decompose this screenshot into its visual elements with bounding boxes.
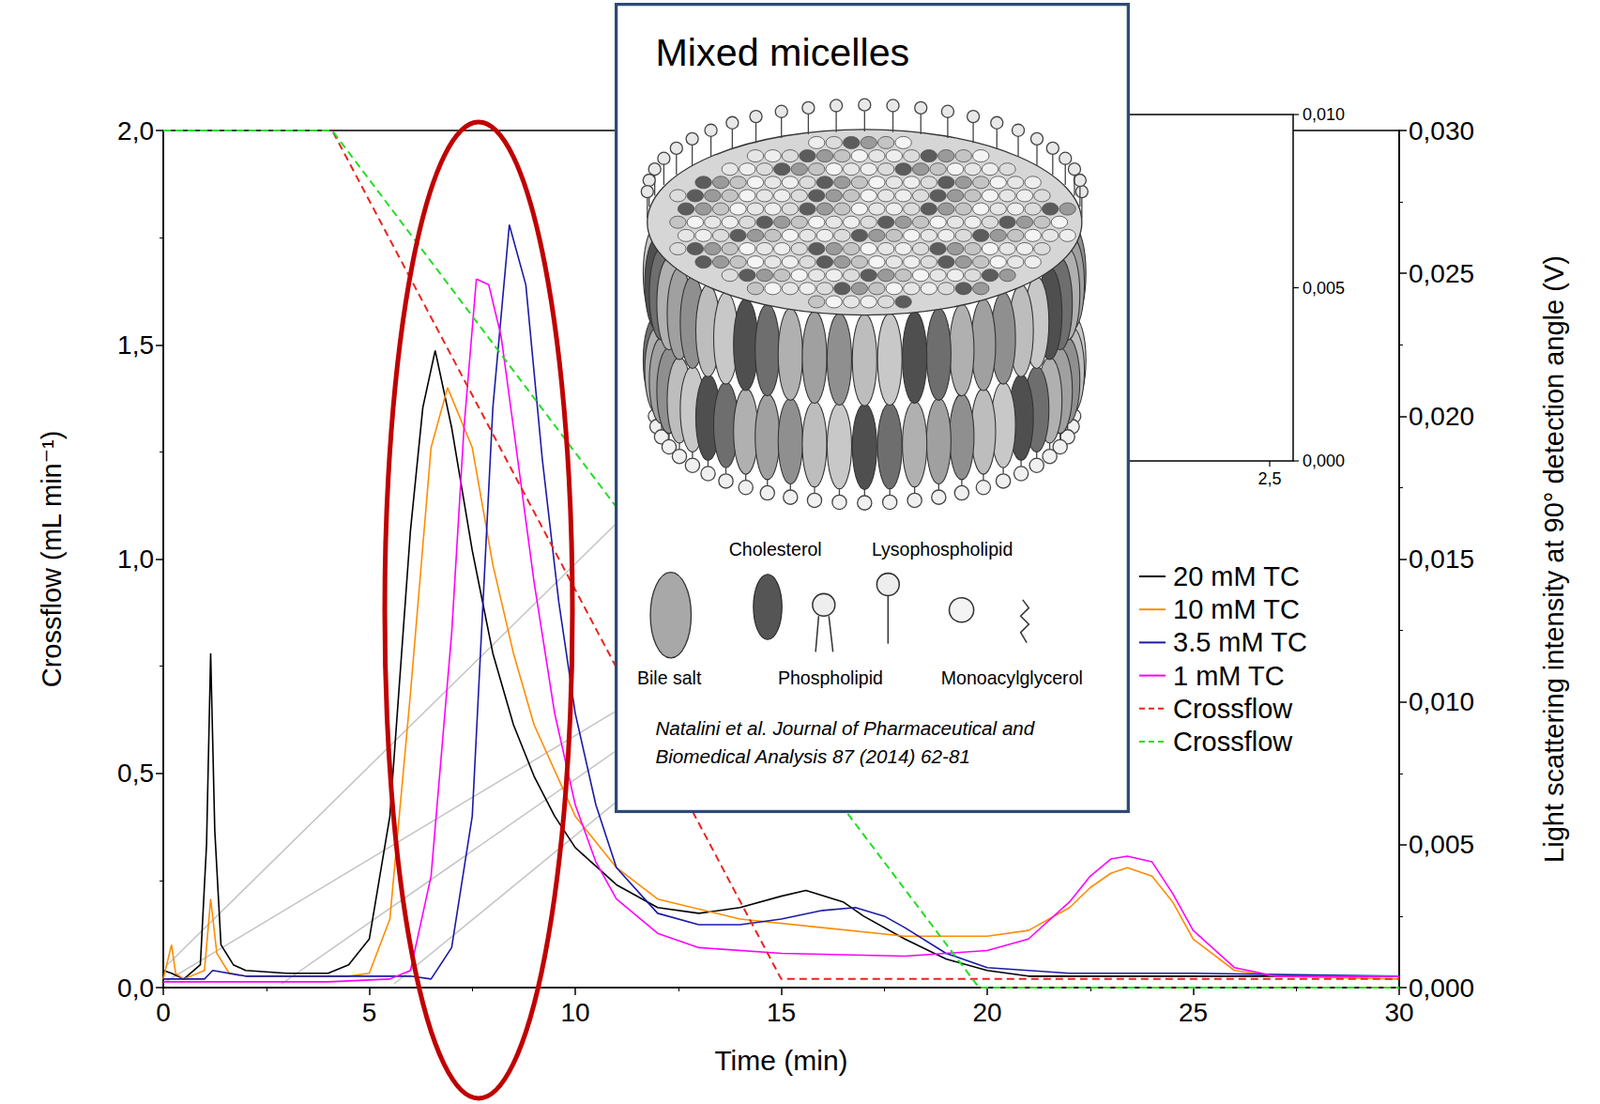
svg-text:Bile salt: Bile salt bbox=[637, 667, 702, 688]
svg-text:Time (min): Time (min) bbox=[714, 1044, 848, 1076]
svg-text:Crossflow: Crossflow bbox=[1173, 726, 1294, 757]
svg-text:0: 0 bbox=[155, 997, 171, 1027]
svg-text:1 mM TC: 1 mM TC bbox=[1173, 660, 1285, 691]
svg-text:0,0: 0,0 bbox=[117, 973, 154, 1003]
svg-text:2,5: 2,5 bbox=[1257, 469, 1281, 488]
svg-text:Lysophospholipid: Lysophospholipid bbox=[871, 538, 1013, 560]
svg-text:0,010: 0,010 bbox=[1408, 686, 1475, 717]
svg-text:Biomedical Analysis 87 (2014): Biomedical Analysis 87 (2014) 62-81 bbox=[655, 745, 970, 767]
svg-text:Crossflow: Crossflow bbox=[1173, 693, 1294, 724]
svg-text:0,015: 0,015 bbox=[1408, 544, 1475, 574]
svg-text:Cholesterol: Cholesterol bbox=[729, 538, 823, 560]
svg-text:0,000: 0,000 bbox=[1408, 973, 1475, 1003]
svg-text:20: 20 bbox=[972, 997, 1002, 1027]
svg-text:30: 30 bbox=[1384, 997, 1414, 1027]
svg-text:3.5 mM TC: 3.5 mM TC bbox=[1173, 626, 1308, 657]
svg-text:15: 15 bbox=[766, 997, 796, 1027]
svg-text:5: 5 bbox=[362, 997, 378, 1027]
svg-text:1,0: 1,0 bbox=[117, 544, 154, 574]
svg-text:Phospholipid: Phospholipid bbox=[777, 667, 884, 688]
svg-text:20 mM TC: 20 mM TC bbox=[1173, 561, 1300, 592]
svg-text:Light scattering intensity at: Light scattering intensity at 90° detect… bbox=[1539, 255, 1570, 863]
svg-text:2,0: 2,0 bbox=[117, 116, 154, 146]
svg-text:Monoacylglycerol: Monoacylglycerol bbox=[941, 667, 1083, 688]
svg-text:Mixed micelles: Mixed micelles bbox=[655, 30, 910, 75]
svg-text:0,005: 0,005 bbox=[1408, 829, 1475, 859]
svg-text:0,010: 0,010 bbox=[1302, 105, 1345, 124]
svg-text:0,020: 0,020 bbox=[1408, 401, 1475, 431]
svg-text:0,025: 0,025 bbox=[1408, 259, 1475, 289]
svg-text:Crossflow (mL min⁻¹): Crossflow (mL min⁻¹) bbox=[36, 430, 67, 688]
svg-text:Natalini et al. Journal of Pha: Natalini et al. Journal of Pharmaceutica… bbox=[655, 716, 1036, 739]
svg-text:0,005: 0,005 bbox=[1302, 278, 1345, 298]
svg-text:10 mM TC: 10 mM TC bbox=[1173, 594, 1300, 625]
svg-text:0,030: 0,030 bbox=[1408, 116, 1475, 146]
svg-text:10: 10 bbox=[560, 997, 590, 1027]
svg-text:0,000: 0,000 bbox=[1302, 451, 1345, 471]
svg-text:1,5: 1,5 bbox=[117, 330, 154, 360]
svg-text:0,5: 0,5 bbox=[117, 758, 154, 788]
svg-text:25: 25 bbox=[1178, 997, 1208, 1027]
